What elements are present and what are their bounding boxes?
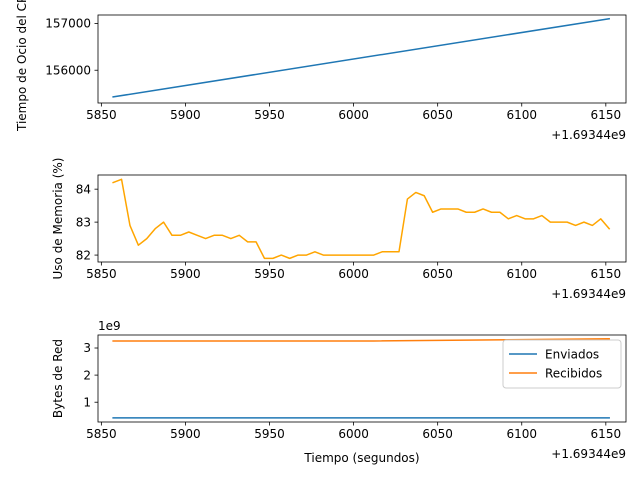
chart1-axes-frame [97, 14, 627, 104]
chart2-x-tick-label: 5950 [254, 267, 285, 281]
chart2-x-tick-label: 6150 [591, 267, 622, 281]
chart2-x-tick-label: 6050 [422, 267, 453, 281]
chart2-y-tick-label: 83 [76, 215, 91, 229]
chart2-y-tick-label: 82 [76, 248, 91, 262]
chart2-x-tick-label: 6100 [506, 267, 537, 281]
chart3-legend-label-enviados: Enviados [545, 348, 599, 362]
chart2-series-line-1 [112, 178, 611, 260]
chart3-legend-box [502, 339, 622, 389]
chart3-y-tick-label: 1 [83, 395, 91, 409]
chart1-series-line-1 [112, 17, 611, 98]
chart3-axes-frame [97, 334, 627, 423]
chart3-x-tick-label: 6000 [338, 427, 369, 441]
chart1-x-tick-label: 6050 [422, 108, 453, 122]
chart1-x-tick-label: 6100 [506, 108, 537, 122]
chart1-x-tick-label: 5850 [86, 108, 117, 122]
chart1-x-tick-label: 5950 [254, 108, 285, 122]
chart2-axes-frame [97, 174, 627, 263]
chart2-y-axis-label: Uso de Memoria (%) [51, 158, 65, 280]
chart3-y-axis-label: Bytes de Red [51, 339, 65, 418]
chart1-x-offset-label: +1.69344e9 [551, 128, 626, 142]
chart3-y-tick-label: 2 [83, 368, 91, 382]
chart3-y-scale-label: 1e9 [98, 319, 121, 333]
chart3-x-tick-label: 6150 [591, 427, 622, 441]
chart1-y-tick-label: 156000 [45, 63, 91, 77]
chart3-x-tick-label: 5900 [170, 427, 201, 441]
chart1-x-tick-label: 6150 [591, 108, 622, 122]
chart2-x-tick-label: 5850 [86, 267, 117, 281]
chart3-x-tick-label: 6100 [506, 427, 537, 441]
chart1-y-axis-label: Tiempo de Ocio del CPU [15, 0, 29, 132]
chart1-x-tick-label: 5900 [170, 108, 201, 122]
chart3-x-tick-label: 5950 [254, 427, 285, 441]
chart3-x-tick-label: 6050 [422, 427, 453, 441]
chart1-x-tick-label: 6000 [338, 108, 369, 122]
chart2-x-tick-label: 6000 [338, 267, 369, 281]
chart3-y-tick-label: 3 [83, 341, 91, 355]
chart2-x-offset-label: +1.69344e9 [551, 287, 626, 301]
chart3-x-axis-label: Tiempo (segundos) [303, 451, 419, 465]
chart3-x-tick-label: 5850 [86, 427, 117, 441]
chart3-x-offset-label: +1.69344e9 [551, 447, 626, 461]
chart1-y-tick-label: 157000 [45, 17, 91, 31]
chart2-y-tick-label: 84 [76, 182, 91, 196]
chart2-x-tick-label: 5900 [170, 267, 201, 281]
chart3-legend-label-recibidos: Recibidos [545, 367, 602, 381]
